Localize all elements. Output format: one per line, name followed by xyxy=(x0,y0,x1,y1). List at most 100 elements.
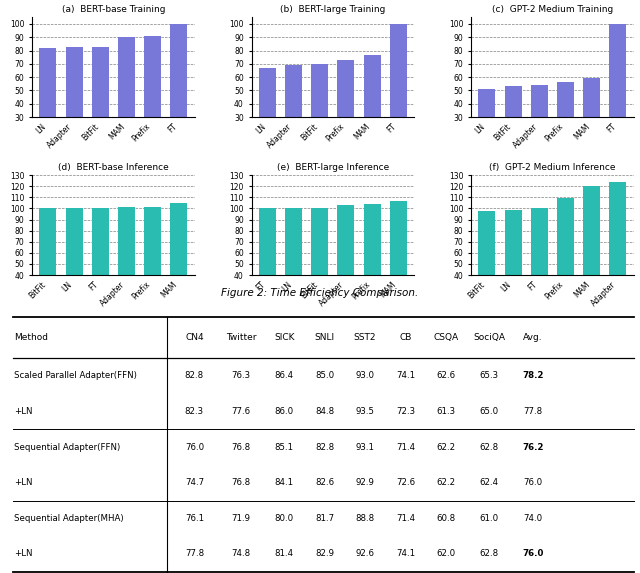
Bar xyxy=(40,209,56,320)
Title: (d)  BERT-base Inference: (d) BERT-base Inference xyxy=(58,163,169,171)
Bar xyxy=(40,48,56,157)
Bar xyxy=(390,24,406,157)
Text: 62.4: 62.4 xyxy=(480,478,499,487)
Text: 62.2: 62.2 xyxy=(436,442,456,452)
Text: 84.8: 84.8 xyxy=(315,407,334,416)
Text: 92.6: 92.6 xyxy=(356,550,374,559)
Bar xyxy=(170,24,188,157)
Text: 72.3: 72.3 xyxy=(396,407,415,416)
Text: 76.2: 76.2 xyxy=(522,442,543,452)
Text: SICK: SICK xyxy=(274,333,294,342)
Bar xyxy=(285,65,302,157)
Text: 62.8: 62.8 xyxy=(480,550,499,559)
Text: 81.4: 81.4 xyxy=(275,550,294,559)
Text: Avg.: Avg. xyxy=(523,333,543,342)
Text: 62.6: 62.6 xyxy=(436,371,456,380)
Title: (a)  BERT-base Training: (a) BERT-base Training xyxy=(61,5,165,14)
Text: 76.8: 76.8 xyxy=(232,442,250,452)
Bar xyxy=(609,24,626,157)
Text: 76.3: 76.3 xyxy=(232,371,250,380)
Bar xyxy=(504,210,522,320)
Bar xyxy=(118,207,135,320)
Text: +LN: +LN xyxy=(14,478,33,487)
Text: Method: Method xyxy=(14,333,48,342)
Text: 93.1: 93.1 xyxy=(356,442,374,452)
Bar xyxy=(337,205,355,320)
Bar xyxy=(144,207,161,320)
Bar xyxy=(364,54,381,157)
Text: 93.0: 93.0 xyxy=(356,371,374,380)
Text: 82.6: 82.6 xyxy=(315,478,334,487)
Text: 85.1: 85.1 xyxy=(275,442,294,452)
Text: 62.2: 62.2 xyxy=(436,478,456,487)
Text: 92.9: 92.9 xyxy=(356,478,374,487)
Text: 62.8: 62.8 xyxy=(480,442,499,452)
Text: 88.8: 88.8 xyxy=(356,514,374,523)
Text: 82.9: 82.9 xyxy=(316,550,334,559)
Text: 60.8: 60.8 xyxy=(436,514,456,523)
Text: 80.0: 80.0 xyxy=(275,514,294,523)
Text: 61.3: 61.3 xyxy=(436,407,456,416)
Text: 76.0: 76.0 xyxy=(522,550,543,559)
Title: (f)  GPT-2 Medium Inference: (f) GPT-2 Medium Inference xyxy=(489,163,616,171)
Text: 77.8: 77.8 xyxy=(523,407,542,416)
Text: Figure 2: Time Efficiency Comparison.: Figure 2: Time Efficiency Comparison. xyxy=(221,288,419,298)
Text: 72.6: 72.6 xyxy=(396,478,415,487)
Text: 93.5: 93.5 xyxy=(356,407,374,416)
Text: 82.3: 82.3 xyxy=(185,407,204,416)
Bar xyxy=(65,46,83,157)
Bar xyxy=(531,209,548,320)
Text: +LN: +LN xyxy=(14,550,33,559)
Bar xyxy=(92,209,109,320)
Text: 76.8: 76.8 xyxy=(232,478,250,487)
Text: Sequential Adapter(MHA): Sequential Adapter(MHA) xyxy=(14,514,124,523)
Text: +LN: +LN xyxy=(14,407,33,416)
Text: 77.6: 77.6 xyxy=(232,407,250,416)
Text: 74.7: 74.7 xyxy=(185,478,204,487)
Text: 61.0: 61.0 xyxy=(480,514,499,523)
Bar xyxy=(311,64,328,157)
Bar xyxy=(92,46,109,157)
Text: 65.0: 65.0 xyxy=(480,407,499,416)
Bar xyxy=(609,182,626,320)
Text: 74.1: 74.1 xyxy=(396,550,415,559)
Text: 77.8: 77.8 xyxy=(185,550,204,559)
Text: 76.1: 76.1 xyxy=(185,514,204,523)
Text: Twitter: Twitter xyxy=(226,333,256,342)
Bar xyxy=(557,83,574,157)
Bar xyxy=(337,60,355,157)
Title: (e)  BERT-large Inference: (e) BERT-large Inference xyxy=(276,163,389,171)
Text: 86.0: 86.0 xyxy=(275,407,294,416)
Text: Sequential Adapter(FFN): Sequential Adapter(FFN) xyxy=(14,442,120,452)
Text: 85.0: 85.0 xyxy=(315,371,334,380)
Text: 81.7: 81.7 xyxy=(315,514,334,523)
Bar xyxy=(531,85,548,157)
Text: 71.9: 71.9 xyxy=(232,514,250,523)
Bar xyxy=(285,209,302,320)
Text: 71.4: 71.4 xyxy=(396,442,415,452)
Text: CSQA: CSQA xyxy=(433,333,458,342)
Text: CB: CB xyxy=(399,333,412,342)
Text: 65.3: 65.3 xyxy=(480,371,499,380)
Text: 84.1: 84.1 xyxy=(275,478,294,487)
Text: 62.0: 62.0 xyxy=(436,550,456,559)
Text: 82.8: 82.8 xyxy=(315,442,334,452)
Bar xyxy=(364,204,381,320)
Bar xyxy=(504,87,522,157)
Title: (c)  GPT-2 Medium Training: (c) GPT-2 Medium Training xyxy=(492,5,613,14)
Bar xyxy=(557,198,574,320)
Bar xyxy=(170,203,188,320)
Text: SociQA: SociQA xyxy=(473,333,505,342)
Text: 76.0: 76.0 xyxy=(523,478,542,487)
Bar xyxy=(259,68,276,157)
Text: 74.8: 74.8 xyxy=(232,550,250,559)
Text: 78.2: 78.2 xyxy=(522,371,543,380)
Title: (b)  BERT-large Training: (b) BERT-large Training xyxy=(280,5,385,14)
Text: 82.8: 82.8 xyxy=(185,371,204,380)
Text: SST2: SST2 xyxy=(354,333,376,342)
Text: 71.4: 71.4 xyxy=(396,514,415,523)
Text: SNLI: SNLI xyxy=(315,333,335,342)
Bar xyxy=(65,209,83,320)
Text: 74.1: 74.1 xyxy=(396,371,415,380)
Bar xyxy=(390,201,406,320)
